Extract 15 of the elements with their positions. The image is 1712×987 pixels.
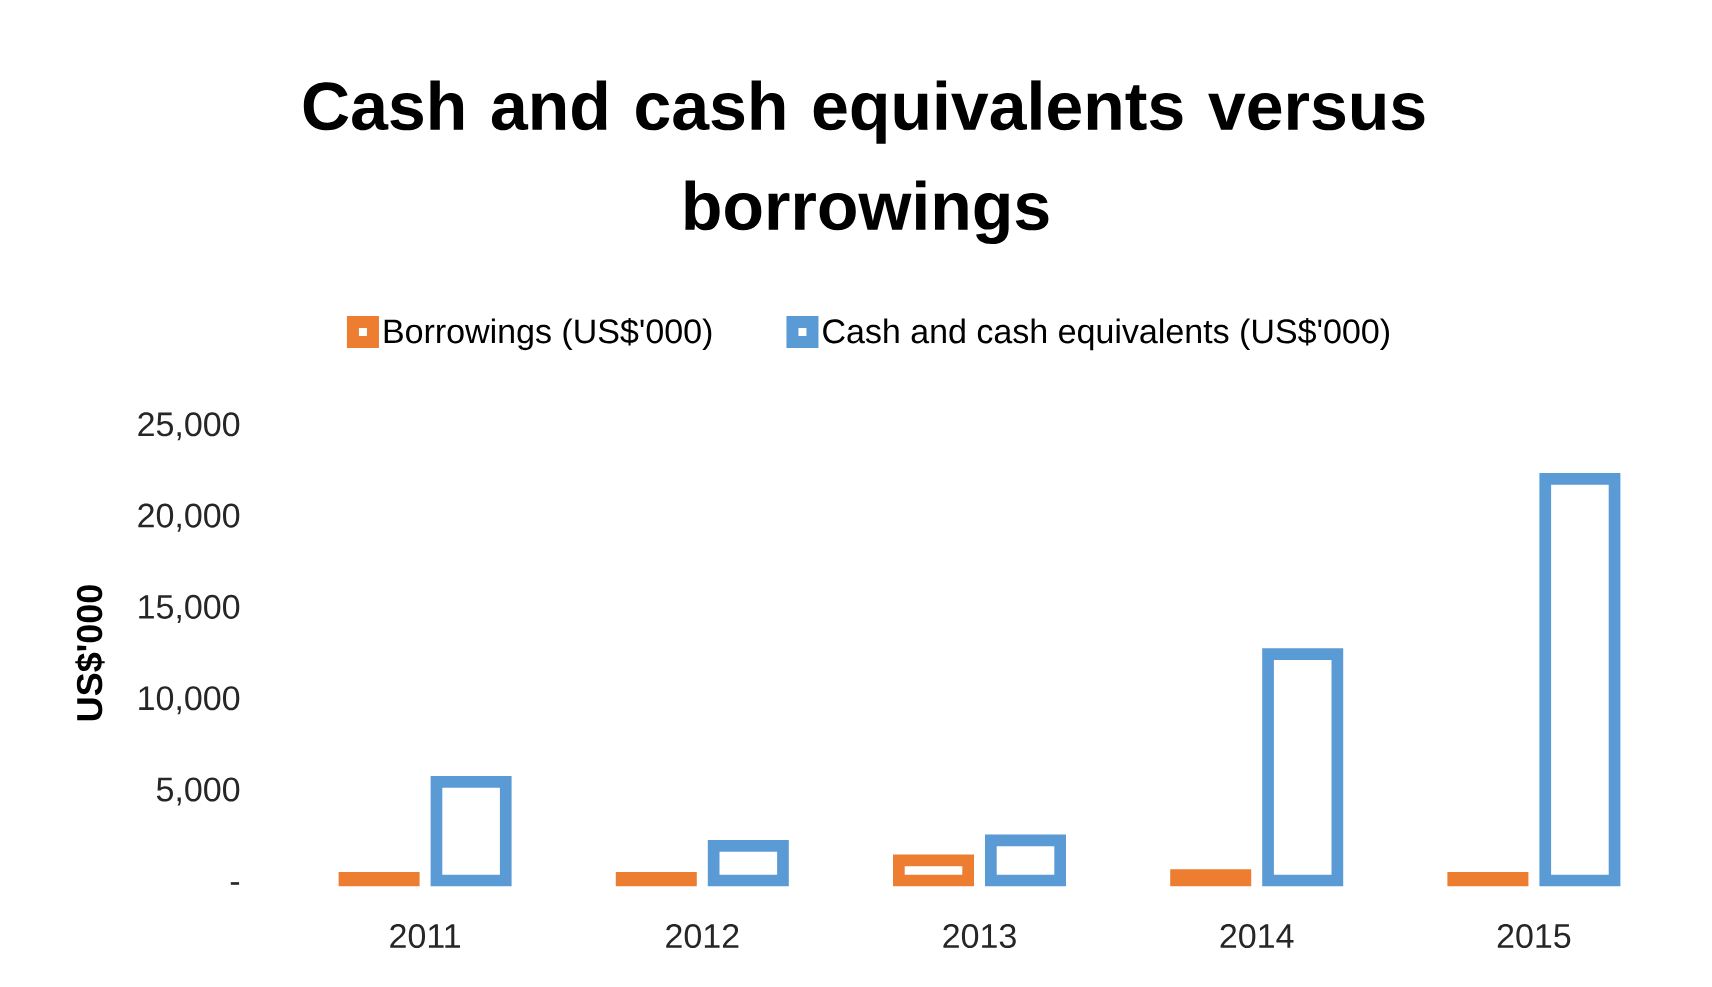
x-tick-label: 2012 — [666, 923, 739, 949]
x-tick-label: 2011 — [390, 923, 460, 949]
y-tick-label: - — [230, 882, 240, 885]
x-tick-label: 2015 — [1497, 923, 1571, 949]
x-tick-label: 2013 — [943, 923, 1016, 949]
y-axis-title: US$'000 — [75, 585, 105, 721]
x-tick-label: 2014 — [1220, 923, 1294, 949]
y-tick-label: 20,000 — [138, 503, 240, 532]
y-tick-label: 5,000 — [156, 777, 240, 806]
legend-label: Borrowings (US$'000) — [384, 317, 712, 351]
y-tick-label: 15,000 — [139, 594, 240, 623]
legend-label: Cash and cash equivalents (US$'000) — [823, 317, 1389, 351]
chart-title: Cash and cash equivalents versus borrowings — [303, 80, 1425, 245]
y-tick-label: 25,000 — [138, 412, 240, 441]
y-tick-label: 10,000 — [139, 686, 240, 715]
